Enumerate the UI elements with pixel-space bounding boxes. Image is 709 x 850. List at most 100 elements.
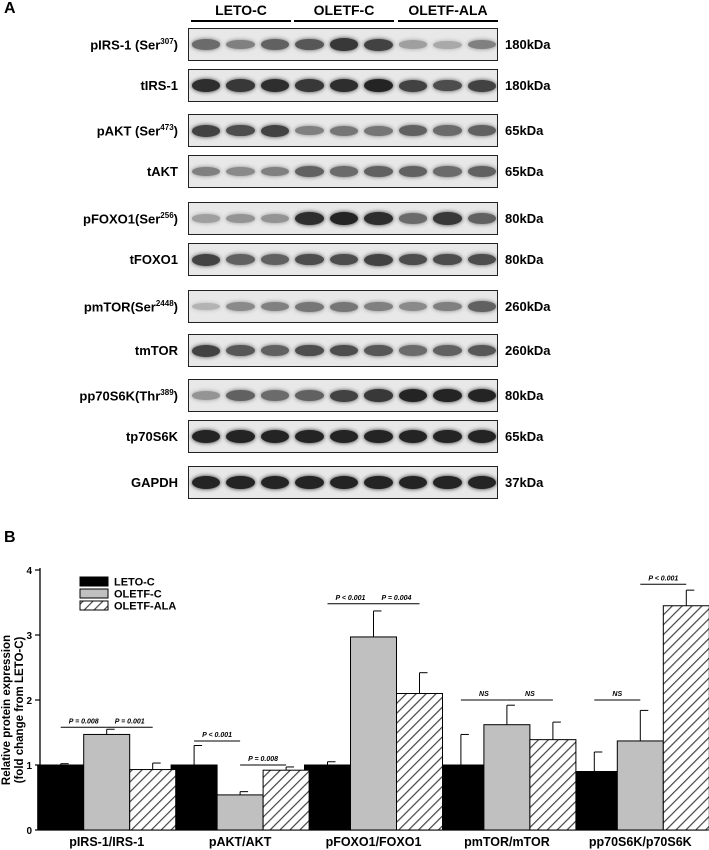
- blot-band: [398, 475, 428, 490]
- x-tick-label: pIRS-1/IRS-1: [69, 835, 144, 849]
- blot-band: [192, 166, 221, 177]
- y-tick-label: 3: [26, 631, 32, 642]
- blot-row-label: tp70S6K: [125, 429, 178, 444]
- blot-band: [433, 125, 462, 136]
- blot-kda-label: 80kDa: [505, 252, 544, 267]
- y-axis-label: Relative protein expression: [1, 635, 13, 785]
- blot-band: [467, 166, 496, 177]
- blot-band: [467, 388, 496, 403]
- blot-row-label: pFOXO1(Ser256): [83, 211, 178, 227]
- x-tick-label: pAKT/AKT: [209, 835, 272, 849]
- significance-label: P = 0.004: [382, 595, 412, 602]
- blot-band: [398, 79, 428, 92]
- blot-strip: [188, 69, 498, 102]
- blot-band: [329, 429, 359, 444]
- blot-band: [329, 389, 359, 402]
- blot-band: [433, 40, 462, 49]
- blot-band: [226, 124, 255, 137]
- blot-band: [467, 301, 496, 312]
- blot-band: [364, 475, 393, 490]
- blot-band: [329, 211, 359, 226]
- blot-band: [364, 125, 393, 136]
- blot-band: [260, 124, 290, 137]
- blot-band: [433, 79, 462, 92]
- blot-band: [329, 38, 359, 51]
- bar: [129, 769, 177, 831]
- blot-band: [295, 38, 324, 51]
- blot-band: [329, 344, 359, 357]
- blot-band: [260, 214, 290, 223]
- blot-band: [295, 166, 324, 177]
- blot-band: [260, 166, 290, 177]
- y-tick-label: 1: [26, 761, 32, 772]
- blot-row-label: pIRS-1 (Ser307): [90, 37, 178, 53]
- blot-band: [398, 388, 428, 403]
- blot-band: [467, 213, 496, 224]
- blot-band: [433, 301, 462, 312]
- blot-band: [364, 253, 393, 266]
- blot-band: [192, 214, 221, 223]
- blot-band: [433, 345, 462, 356]
- blot-band: [467, 39, 496, 50]
- bar: [483, 724, 531, 831]
- blot-band: [192, 39, 221, 50]
- x-tick-label: pp70S6K/p70S6K: [589, 835, 692, 849]
- significance-label: P = 0.001: [115, 718, 145, 725]
- bar: [262, 769, 310, 831]
- legend-label: OLETF-ALA: [114, 601, 176, 613]
- blot-band: [329, 125, 359, 136]
- blot-band: [192, 391, 221, 400]
- blot-band: [364, 78, 393, 93]
- blot-row-label: pAKT (Ser473): [96, 123, 178, 139]
- blot-strip: [188, 114, 498, 147]
- blot-band: [226, 39, 255, 50]
- bar-chart: B 0 1 2 3 4 Relative protein expression (fold c…: [1, 529, 709, 849]
- blot-band: [329, 166, 359, 177]
- blot-band: [192, 344, 221, 357]
- blot-band: [226, 344, 255, 357]
- blot-strip: [188, 334, 498, 367]
- blot-band: [467, 125, 496, 136]
- bar: [37, 764, 85, 831]
- blot-strip: [188, 243, 498, 276]
- blot-band: [295, 390, 324, 401]
- blot-group-line: [398, 20, 498, 22]
- blot-kda-label: 260kDa: [505, 299, 551, 314]
- blot-kda-label: 80kDa: [505, 211, 544, 226]
- blot-band: [329, 475, 359, 490]
- blot-band: [433, 212, 462, 225]
- y-tick-label: 0: [26, 826, 32, 837]
- blot-band: [295, 301, 324, 312]
- significance-label: P = 0.008: [248, 756, 278, 763]
- blot-strip: [188, 28, 498, 61]
- blot-band: [329, 301, 359, 312]
- blot-band: [192, 475, 221, 490]
- blot-band: [295, 475, 324, 490]
- blot-band: [295, 253, 324, 266]
- bar: [216, 794, 264, 831]
- blot-band: [433, 253, 462, 266]
- blot-band: [398, 429, 428, 444]
- blot-row-label: tmTOR: [134, 343, 178, 358]
- blot-band: [364, 38, 393, 51]
- bar: [304, 764, 351, 831]
- blot-kda-label: 65kDa: [505, 429, 544, 444]
- x-tick-label: pmTOR/mTOR: [464, 835, 550, 849]
- blot-kda-label: 65kDa: [505, 164, 544, 179]
- blot-strip: [188, 420, 498, 453]
- blot-band: [295, 125, 324, 136]
- blot-band: [226, 214, 255, 223]
- bar: [529, 739, 577, 831]
- legend-label: LETO-C: [114, 577, 155, 589]
- blot-band: [467, 429, 496, 444]
- significance-label: P < 0.001: [648, 575, 678, 582]
- legend-swatch: [79, 600, 109, 611]
- blot-band: [398, 345, 428, 356]
- significance-label: P = 0.008: [69, 718, 99, 725]
- blot-band: [467, 253, 496, 266]
- significance-label: P < 0.001: [202, 732, 232, 739]
- blot-kda-label: 180kDa: [505, 37, 551, 52]
- blot-band: [260, 475, 290, 490]
- blot-row-label: pp70S6K(Thr389): [79, 388, 178, 404]
- blot-band: [295, 344, 324, 357]
